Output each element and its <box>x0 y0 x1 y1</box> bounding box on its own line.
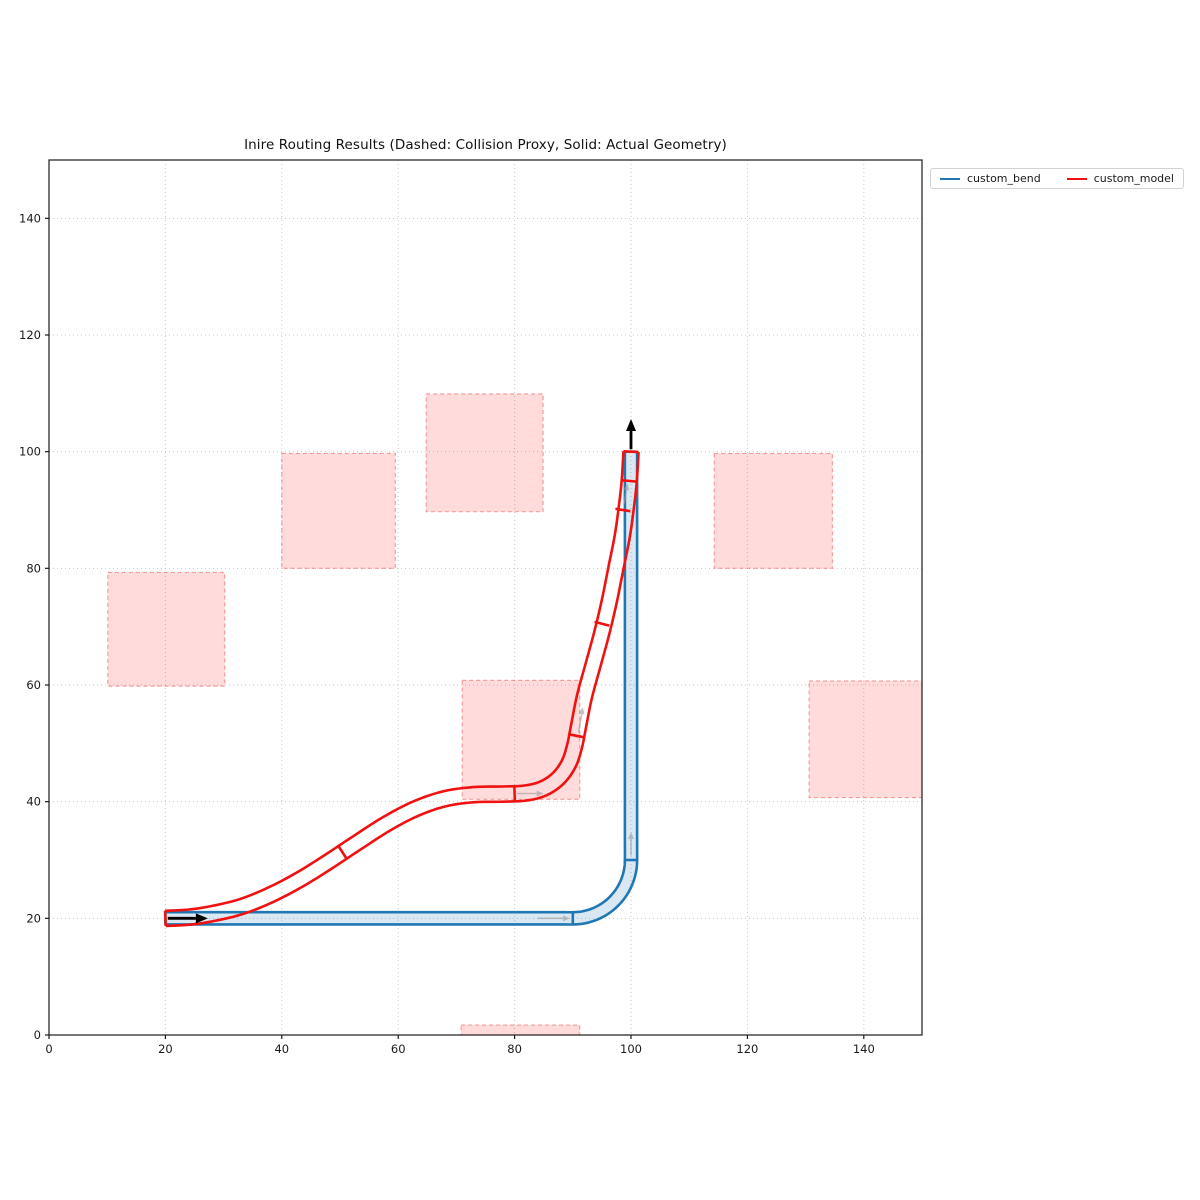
y-tick-label: 140 <box>19 211 41 225</box>
pipe-joint-custom_model <box>513 785 517 802</box>
y-tick-label: 100 <box>19 445 41 459</box>
pipe-joint-custom_model <box>594 620 610 627</box>
obstacle-rect <box>808 680 922 799</box>
y-tick-label: 120 <box>19 328 41 342</box>
pipe-edge-custom_model <box>165 452 640 928</box>
pipe-cap-custom_model <box>163 910 167 926</box>
y-tick-label: 0 <box>34 1028 41 1042</box>
legend-label-custom-model: custom_model <box>1093 172 1174 185</box>
x-tick-label: 140 <box>853 1042 875 1056</box>
direction-arrow <box>628 832 634 856</box>
x-tick-label: 120 <box>736 1042 758 1056</box>
legend-item-custom-bend: custom_bend <box>940 172 1041 185</box>
endpoint-arrow <box>626 419 636 450</box>
x-tick-label: 20 <box>158 1042 173 1056</box>
direction-arrow <box>577 707 585 733</box>
x-tick-label: 100 <box>620 1042 642 1056</box>
legend-label-custom-bend: custom_bend <box>967 172 1041 185</box>
pipe-joint-custom_model <box>615 507 631 513</box>
direction-arrow <box>537 915 570 922</box>
plot-area <box>49 160 922 1035</box>
y-tick-label: 80 <box>26 561 41 575</box>
endpoint-arrow <box>167 913 208 924</box>
chart-title: Inire Routing Results (Dashed: Collision… <box>244 137 727 153</box>
pipe-edge-custom_model <box>165 451 625 913</box>
pipe-joint-custom_model <box>620 478 636 483</box>
y-tick-label: 60 <box>26 678 41 692</box>
y-tick-label: 40 <box>26 795 41 809</box>
obstacle-rect <box>460 1024 581 1035</box>
axes-spines <box>48 159 923 1036</box>
legend-swatch-custom-model <box>1066 177 1087 180</box>
obstacle-rect <box>713 452 833 569</box>
direction-arrow <box>516 790 544 797</box>
legend-item-custom-model: custom_model <box>1066 172 1174 185</box>
y-tick-label: 20 <box>26 911 41 925</box>
x-tick-label: 0 <box>45 1042 52 1056</box>
x-tick-label: 60 <box>391 1042 406 1056</box>
pipe-edge-custom_bend <box>165 451 627 914</box>
x-tick-label: 40 <box>274 1042 289 1056</box>
legend-swatch-custom-bend <box>940 177 960 180</box>
obstacle-rect <box>281 452 396 569</box>
pipe-joint-custom_model <box>337 845 349 861</box>
obstacle-rect <box>461 679 581 800</box>
direction-arrow <box>623 483 630 505</box>
pipe-joint-custom_model <box>568 733 584 739</box>
legend: custom_bend custom_model <box>930 168 1184 189</box>
x-tick-label: 80 <box>507 1042 522 1056</box>
obstacle-rect <box>425 393 544 513</box>
pipe-cap-custom_model <box>623 449 639 454</box>
obstacle-rect <box>107 571 226 687</box>
pipe-edge-custom_bend <box>165 451 639 926</box>
